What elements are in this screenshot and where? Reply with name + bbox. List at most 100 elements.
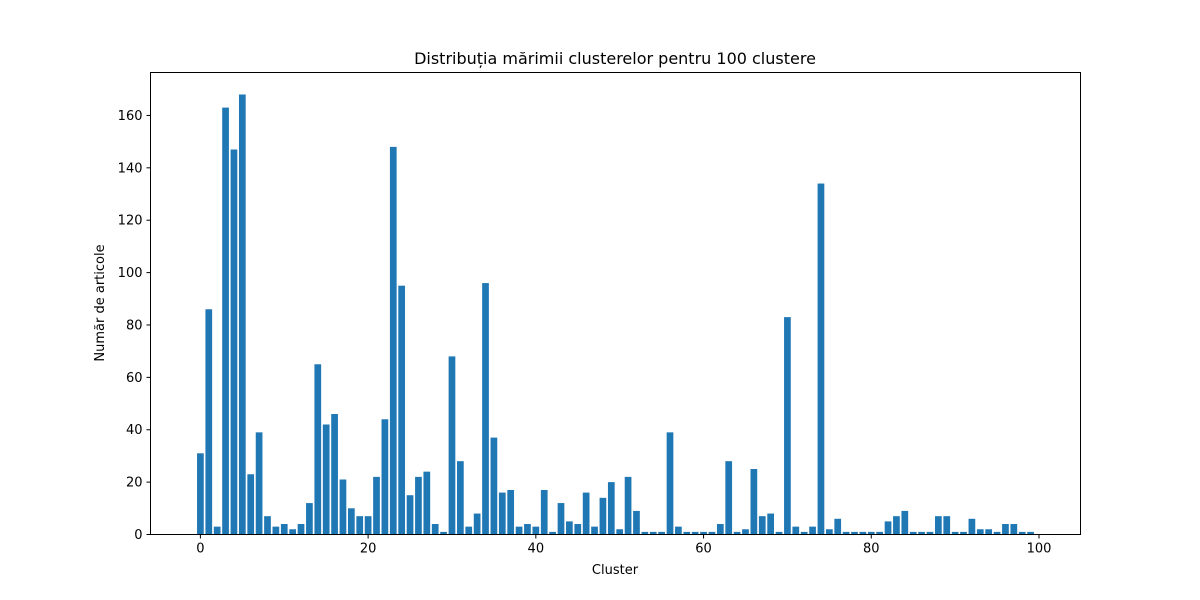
bar-cluster-70: [784, 317, 791, 535]
bar-cluster-67: [758, 516, 766, 535]
bar-cluster-51: [624, 476, 632, 535]
bar-cluster-1: [205, 309, 213, 535]
bar-cluster-85: [909, 531, 917, 535]
y-axis-ticks: 0 20 40 60 80 100 120 140 160: [118, 109, 151, 543]
bar-cluster-37: [507, 489, 515, 535]
bar-cluster-86: [918, 531, 925, 535]
bar-cluster-22: [381, 419, 389, 535]
bar-cluster-9: [272, 526, 280, 535]
bar-cluster-96: [1002, 524, 1009, 535]
bar-cluster-76: [834, 518, 842, 535]
bar-cluster-26: [415, 476, 422, 535]
x-tick-label: 0: [196, 542, 204, 557]
bar-cluster-60: [700, 531, 707, 535]
bar-cluster-52: [633, 510, 640, 535]
x-tick-label: 20: [360, 542, 377, 557]
bar-cluster-75: [825, 529, 833, 535]
bar-cluster-23: [389, 146, 397, 535]
bar-cluster-30: [448, 356, 456, 535]
bar-cluster-93: [976, 529, 984, 535]
bar-cluster-28: [431, 524, 439, 535]
bar-cluster-69: [775, 531, 783, 535]
bar-cluster-55: [658, 531, 665, 535]
bar-cluster-65: [742, 529, 749, 535]
bar-cluster-13: [306, 503, 313, 535]
bar-cluster-77: [842, 531, 850, 535]
bar-cluster-10: [280, 524, 288, 535]
bar-cluster-2: [213, 526, 221, 535]
bar-cluster-3: [222, 107, 229, 535]
bar-cluster-61: [708, 531, 716, 535]
bar-cluster-17: [339, 479, 347, 535]
x-axis-label: Cluster: [592, 563, 639, 578]
bar-cluster-18: [347, 508, 355, 535]
bar-cluster-81: [876, 531, 884, 535]
bar-cluster-25: [406, 495, 414, 535]
bar-cluster-66: [750, 469, 758, 535]
x-tick-label: 80: [863, 542, 880, 557]
x-tick-label: 60: [695, 542, 712, 557]
x-axis-ticks: 0 20 40 60 80 100: [196, 534, 1052, 557]
bar-cluster-12: [297, 524, 305, 535]
bar-cluster-29: [440, 531, 447, 535]
bar-cluster-35: [490, 437, 498, 535]
bar-cluster-0: [197, 453, 204, 535]
bar-cluster-41: [540, 489, 548, 535]
bar-cluster-49: [607, 482, 615, 535]
bar-cluster-44: [566, 521, 573, 535]
bar-cluster-83: [893, 516, 900, 535]
bar-cluster-84: [901, 510, 909, 535]
y-tick-label: 20: [126, 476, 143, 491]
bar-cluster-15: [322, 424, 330, 535]
bar-cluster-73: [809, 526, 816, 535]
y-tick-label: 0: [134, 528, 142, 543]
bar-cluster-63: [725, 461, 733, 535]
bar-cluster-64: [733, 531, 741, 535]
bar-cluster-34: [482, 283, 489, 535]
bar-cluster-92: [968, 518, 976, 535]
bar-cluster-79: [859, 531, 867, 535]
bar-cluster-95: [993, 531, 1001, 535]
y-tick-label: 60: [126, 371, 143, 386]
bar-cluster-14: [314, 364, 322, 535]
bar-cluster-47: [591, 526, 598, 535]
bar-cluster-32: [465, 526, 473, 535]
bar-cluster-46: [582, 492, 590, 535]
bar-cluster-53: [641, 531, 649, 535]
y-tick-label: 100: [118, 266, 143, 281]
y-tick-label: 160: [118, 109, 143, 124]
bar-cluster-80: [867, 531, 875, 535]
bar-cluster-54: [649, 531, 657, 535]
bar-cluster-27: [423, 471, 431, 535]
bar-cluster-90: [951, 531, 959, 535]
bar-cluster-48: [599, 497, 607, 535]
bar-cluster-11: [289, 529, 296, 535]
bar-cluster-24: [398, 285, 406, 535]
y-axis-label: Număr de articole: [93, 244, 108, 361]
bar-cluster-88: [935, 516, 942, 535]
y-tick-label: 140: [118, 161, 143, 176]
bar-cluster-42: [549, 531, 556, 535]
bar-cluster-4: [230, 149, 238, 535]
bar-cluster-33: [473, 513, 481, 535]
bar-cluster-82: [884, 521, 892, 535]
bar-cluster-6: [247, 474, 255, 535]
bar-cluster-19: [356, 516, 364, 535]
bar-cluster-57: [675, 526, 682, 535]
y-tick-label: 40: [126, 423, 143, 438]
bar-cluster-58: [683, 531, 691, 535]
bar-cluster-56: [666, 432, 674, 535]
x-tick-label: 100: [1027, 542, 1052, 557]
bar-cluster-40: [532, 526, 540, 535]
plot-frame: [150, 72, 1081, 535]
bar-cluster-7: [255, 432, 263, 535]
bar-cluster-20: [364, 516, 372, 535]
bar-cluster-71: [792, 526, 800, 535]
bar-cluster-62: [716, 524, 724, 535]
bar-cluster-68: [767, 513, 774, 535]
chart-title: Distribuția mărimii clusterelor pentru 1…: [414, 49, 816, 68]
bar-cluster-16: [331, 414, 338, 535]
bar-cluster-89: [943, 516, 951, 535]
bar-cluster-94: [985, 529, 993, 535]
